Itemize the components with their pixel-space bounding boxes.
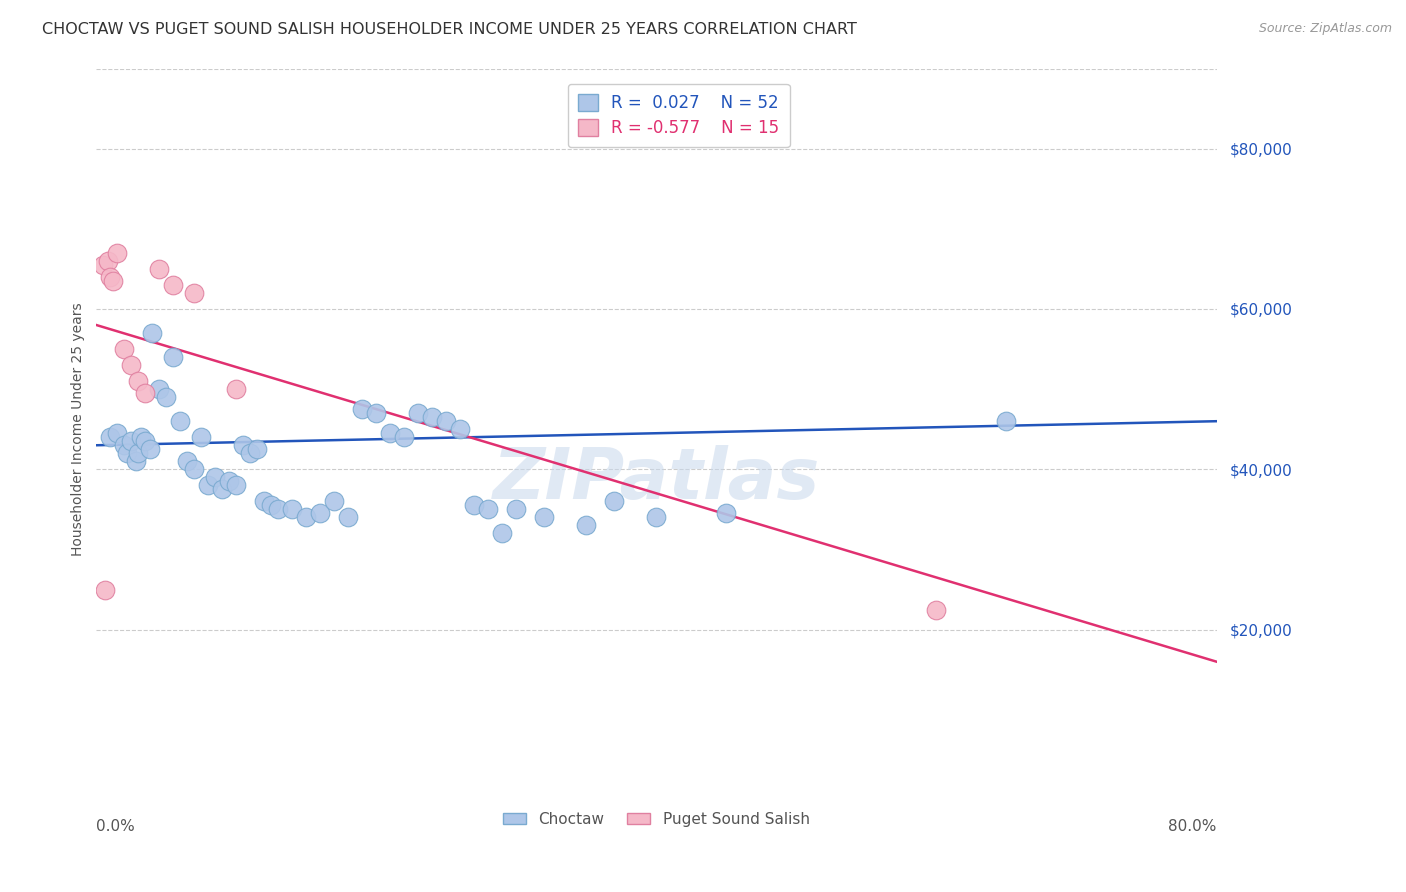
Point	[183, 285, 205, 300]
Point	[434, 414, 457, 428]
Point	[183, 462, 205, 476]
Point	[575, 518, 598, 533]
Point	[176, 454, 198, 468]
Point	[218, 475, 240, 489]
Point	[309, 507, 332, 521]
Point	[645, 510, 668, 524]
Point	[162, 350, 184, 364]
Point	[169, 414, 191, 428]
Point	[995, 414, 1018, 428]
Point	[449, 422, 471, 436]
Point	[925, 602, 948, 616]
Point	[134, 434, 156, 449]
Point	[105, 426, 128, 441]
Point	[366, 406, 388, 420]
Point	[148, 261, 170, 276]
Point	[225, 478, 247, 492]
Legend: Choctaw, Puget Sound Salish: Choctaw, Puget Sound Salish	[498, 805, 815, 833]
Point	[96, 253, 118, 268]
Point	[134, 386, 156, 401]
Point	[101, 274, 124, 288]
Point	[94, 582, 117, 597]
Text: 0.0%: 0.0%	[97, 819, 135, 834]
Text: 80.0%: 80.0%	[1168, 819, 1216, 834]
Text: ZIPatlas: ZIPatlas	[492, 445, 820, 514]
Point	[124, 454, 146, 468]
Point	[204, 470, 226, 484]
Point	[162, 277, 184, 292]
Point	[533, 510, 555, 524]
Point	[232, 438, 254, 452]
Point	[394, 430, 416, 444]
Text: Source: ZipAtlas.com: Source: ZipAtlas.com	[1258, 22, 1392, 36]
Point	[281, 502, 304, 516]
Point	[603, 494, 626, 508]
Point	[408, 406, 430, 420]
Point	[463, 499, 485, 513]
Point	[505, 502, 527, 516]
Point	[239, 446, 262, 460]
Point	[352, 402, 374, 417]
Point	[127, 446, 149, 460]
Point	[260, 499, 283, 513]
Y-axis label: Householder Income Under 25 years: Householder Income Under 25 years	[72, 302, 86, 556]
Point	[127, 374, 149, 388]
Point	[105, 245, 128, 260]
Point	[155, 390, 177, 404]
Point	[211, 483, 233, 497]
Point	[267, 502, 290, 516]
Point	[716, 507, 738, 521]
Point	[112, 342, 135, 356]
Point	[491, 526, 513, 541]
Point	[120, 358, 142, 372]
Point	[138, 442, 160, 457]
Point	[120, 434, 142, 449]
Text: CHOCTAW VS PUGET SOUND SALISH HOUSEHOLDER INCOME UNDER 25 YEARS CORRELATION CHAR: CHOCTAW VS PUGET SOUND SALISH HOUSEHOLDE…	[42, 22, 858, 37]
Point	[98, 269, 121, 284]
Point	[225, 382, 247, 396]
Point	[148, 382, 170, 396]
Point	[129, 430, 152, 444]
Point	[98, 430, 121, 444]
Point	[380, 426, 402, 441]
Point	[246, 442, 269, 457]
Point	[477, 502, 499, 516]
Point	[337, 510, 360, 524]
Point	[112, 438, 135, 452]
Point	[190, 430, 212, 444]
Point	[197, 478, 219, 492]
Point	[295, 510, 318, 524]
Point	[422, 410, 444, 425]
Point	[253, 494, 276, 508]
Point	[141, 326, 163, 340]
Point	[93, 258, 115, 272]
Point	[115, 446, 138, 460]
Point	[323, 494, 346, 508]
